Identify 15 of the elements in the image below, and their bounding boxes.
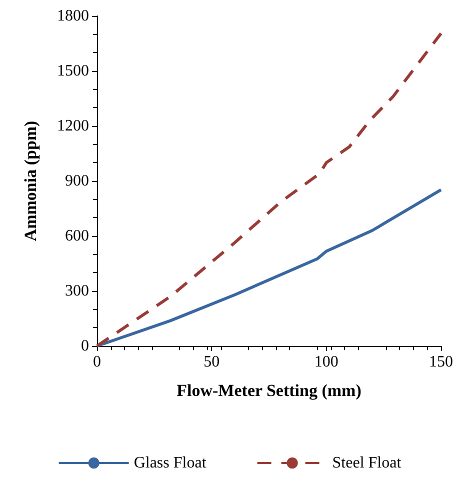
x-tick-label: 0 — [93, 354, 101, 370]
x-axis-title: Flow-Meter Setting (mm) — [176, 381, 362, 400]
y-tick-label: 900 — [65, 172, 89, 190]
y-axis-title: Ammonia (ppm) — [21, 120, 40, 242]
x-tick-label: 100 — [314, 354, 338, 370]
legend-label: Glass Float — [134, 454, 207, 472]
x-tick-label: 150 — [429, 354, 453, 370]
y-tick-label: 0 — [81, 338, 89, 354]
y-tick-label: 1800 — [57, 8, 89, 24]
y-tick-label: 300 — [65, 282, 89, 300]
y-tick-label: 600 — [65, 228, 89, 244]
y-tick-label: 1500 — [57, 62, 89, 80]
x-tick-label: 50 — [204, 354, 220, 370]
legend-label: Steel Float — [332, 454, 402, 472]
y-tick-label: 1200 — [57, 118, 89, 134]
